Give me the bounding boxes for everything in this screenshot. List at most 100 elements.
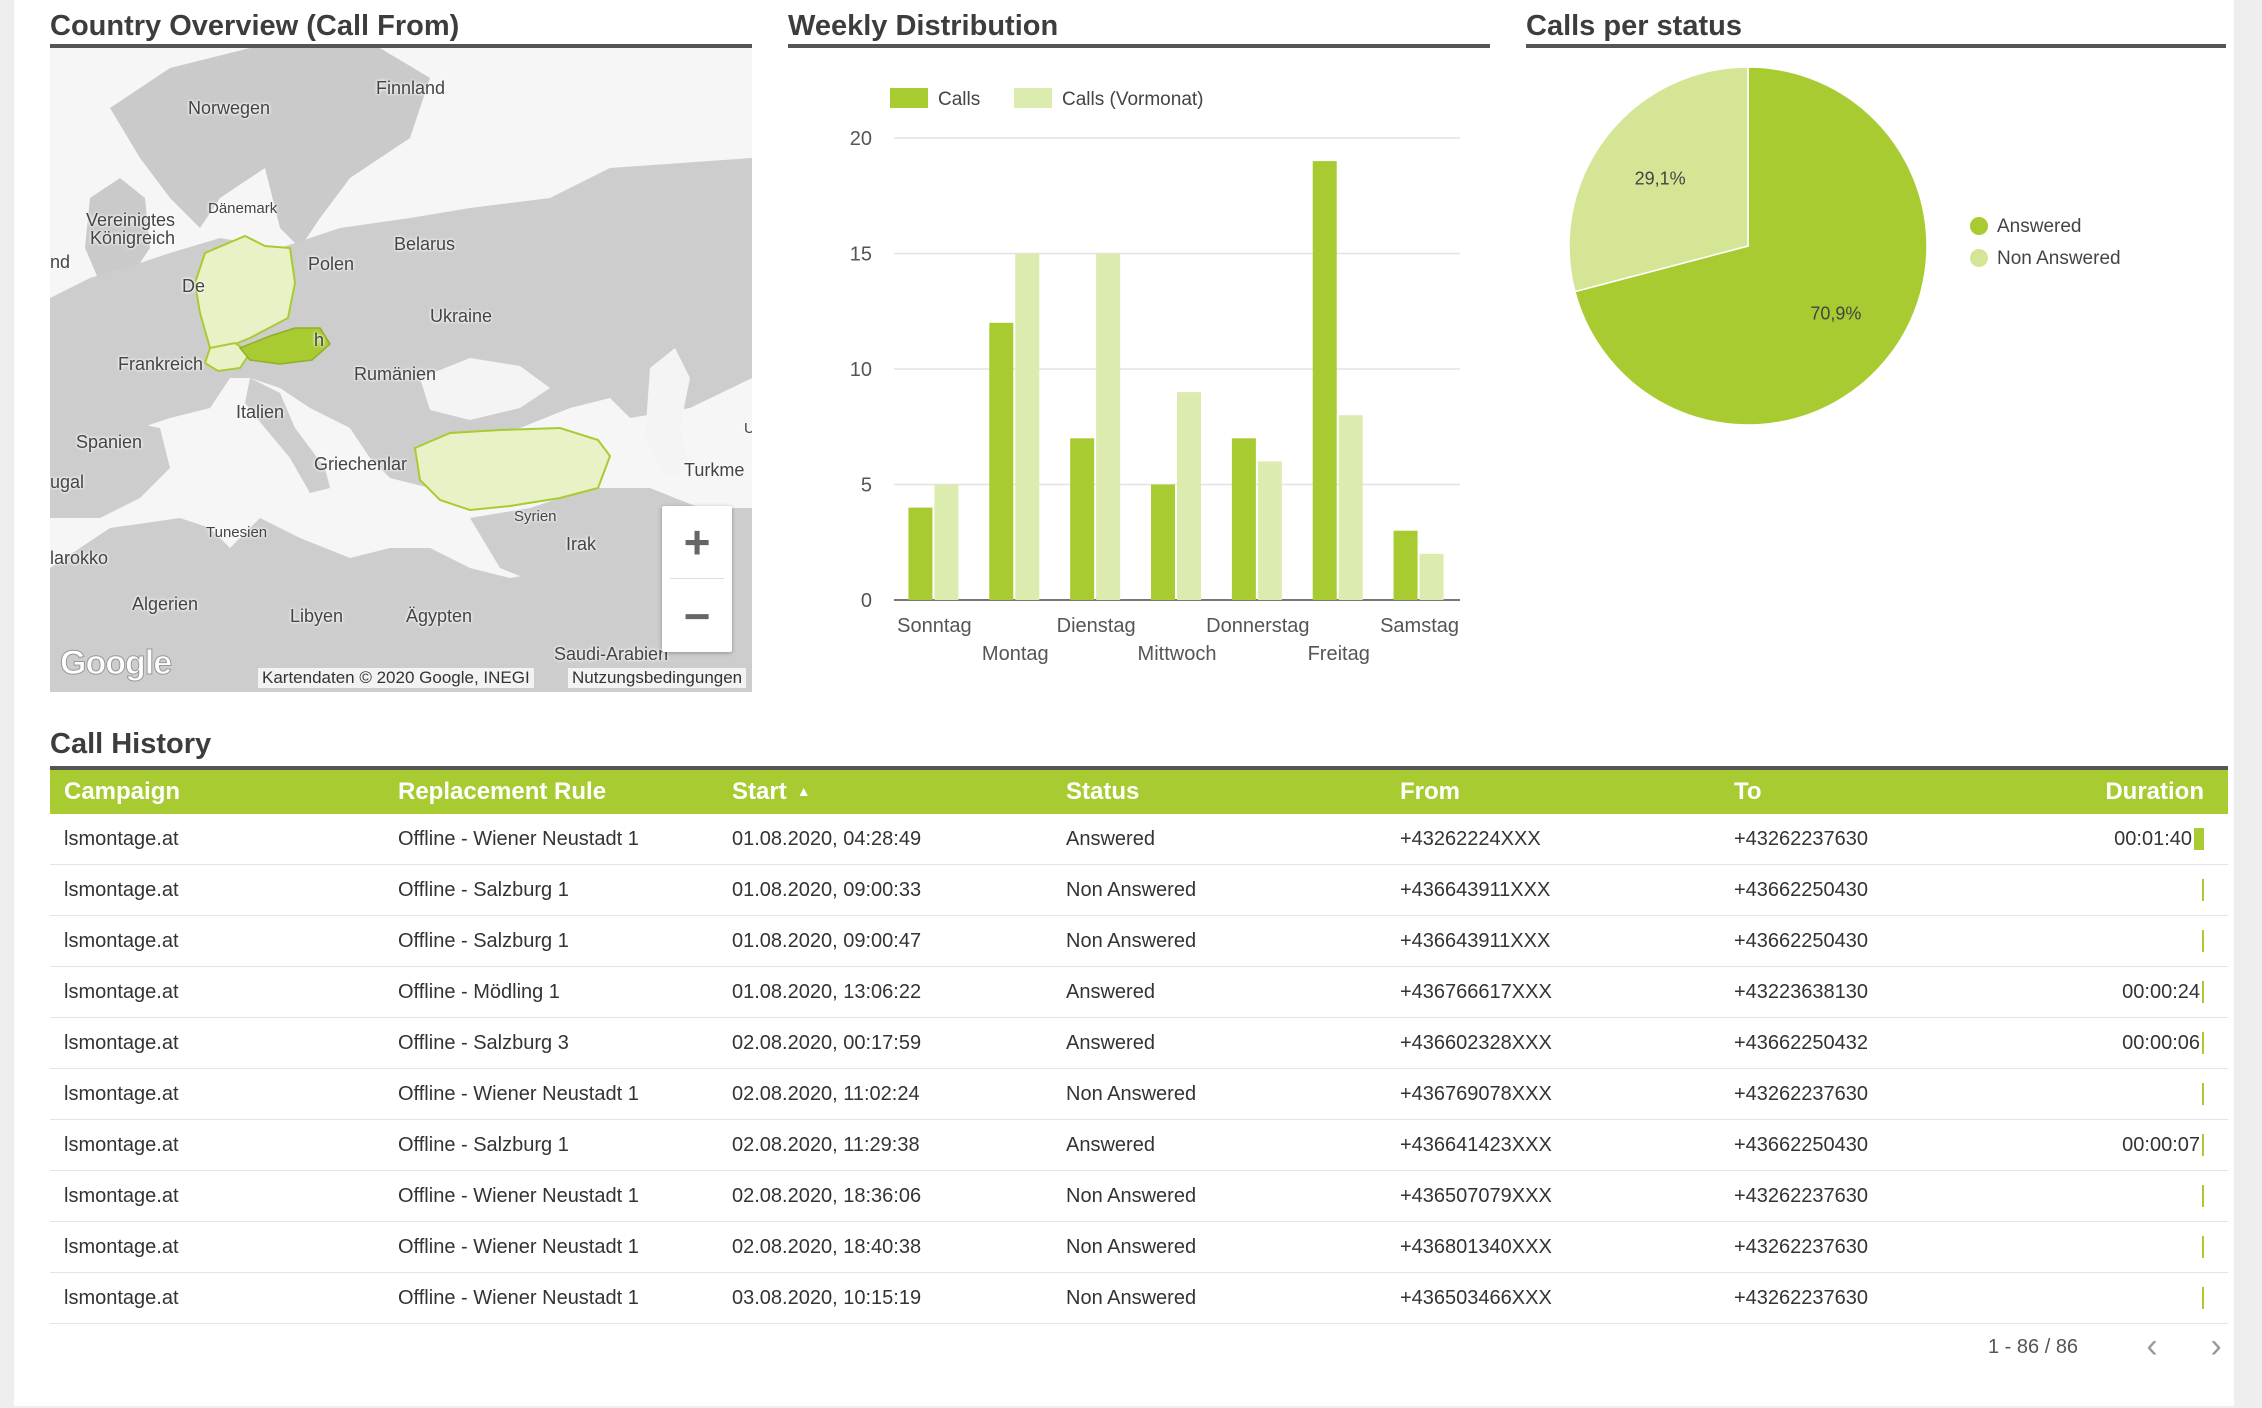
prev-page-icon[interactable]: ‹ <box>2146 1326 2158 1365</box>
pie-slice-non-answered[interactable] <box>1568 66 1749 293</box>
cell-campaign: lsmontage.at <box>50 864 384 916</box>
table-row[interactable]: lsmontage.at Offline - Salzburg 1 01.08.20… <box>50 915 2228 967</box>
cell-status: Answered <box>1052 814 1386 865</box>
pie-slice-label: 70,9% <box>1810 304 1861 324</box>
zoom-in-button[interactable]: + <box>683 516 711 568</box>
duration-bar <box>2202 1133 2204 1156</box>
bar-calls <box>1151 484 1175 600</box>
bar-calls <box>1231 438 1256 600</box>
header-to[interactable]: To <box>1720 770 2054 814</box>
y-tick-label: 0 <box>861 590 872 612</box>
legend-swatch <box>1014 88 1052 108</box>
zoom-out-button[interactable]: − <box>683 590 711 642</box>
next-page-icon[interactable]: › <box>2210 1326 2222 1365</box>
cell-duration: 00:00:24 <box>2054 966 2228 1018</box>
table-row[interactable]: lsmontage.at Offline - Salzburg 1 02.08.20… <box>50 1119 2228 1171</box>
table-row[interactable]: lsmontage.at Offline - Salzburg 1 01.08.20… <box>50 864 2228 916</box>
header-duration[interactable]: Duration <box>2054 770 2228 814</box>
cell-duration: 00:00:07 <box>2054 1119 2228 1171</box>
map-label-u: U <box>744 420 752 437</box>
duration-bar <box>2202 1235 2204 1258</box>
cell-rule: Offline - Salzburg 1 <box>384 1119 718 1171</box>
germany-highlight <box>193 234 297 349</box>
map-terms-link[interactable]: Nutzungsbedingungen <box>568 668 747 688</box>
x-tick-label: Samstag <box>1380 615 1459 637</box>
legend-dot-answered <box>1970 217 1988 235</box>
duration-bar <box>2202 929 2204 952</box>
duration-bar <box>2194 827 2204 850</box>
map-label-ukraine: Ukraine <box>430 306 493 326</box>
map-section-title: Country Overview (Call From) <box>50 10 460 42</box>
map-label-tunesien: Tunesien <box>206 524 268 541</box>
duration-bar <box>2202 878 2204 901</box>
cell-rule: Offline - Wiener Neustadt 1 <box>384 1170 718 1222</box>
cell-duration <box>2054 1221 2228 1273</box>
header-start[interactable]: Start ▲ <box>718 770 1052 814</box>
italy-land <box>245 378 330 493</box>
x-tick-label: Montag <box>982 643 1049 665</box>
map-label-ugal: ugal <box>50 472 85 492</box>
legend-label-answered: Answered <box>1997 216 2082 237</box>
austria-highlight <box>238 327 331 365</box>
map-label-polen: Polen <box>308 254 355 274</box>
map-attribution: Kartendaten © 2020 Google, INEGI <box>258 668 534 688</box>
cell-status: Non Answered <box>1052 1221 1386 1273</box>
map-label-spanien: Spanien <box>76 432 143 452</box>
table-header-row: Campaign Replacement Rule Start ▲ Status … <box>50 770 2228 814</box>
y-tick-label: 20 <box>850 128 872 150</box>
bar-calls-vormonat <box>1257 461 1282 600</box>
duration-bar <box>2202 1286 2204 1309</box>
country-map[interactable]: Finnland Norwegen Vereinigtes Königreich… <box>50 48 752 692</box>
sort-ascending-icon: ▲ <box>796 783 811 799</box>
x-tick-label: Mittwoch <box>1138 643 1217 665</box>
bar-calls <box>1312 161 1337 600</box>
header-campaign[interactable]: Campaign <box>50 770 384 814</box>
header-from[interactable]: From <box>1386 770 1720 814</box>
table-row[interactable]: lsmontage.at Offline - Mödling 1 01.08.202… <box>50 966 2228 1018</box>
bar-title-rule <box>788 44 1490 48</box>
pie-title-rule <box>1526 44 2226 48</box>
header-status[interactable]: Status <box>1052 770 1386 814</box>
scandinavia-land <box>110 48 430 248</box>
cell-campaign: lsmontage.at <box>50 1068 384 1120</box>
cell-status: Answered <box>1052 1119 1386 1171</box>
cell-start: 02.08.2020, 18:40:38 <box>718 1221 1052 1273</box>
cell-rule: Offline - Wiener Neustadt 1 <box>384 814 718 865</box>
pie-slice-answered[interactable] <box>1573 66 1928 426</box>
map-label-frankreich: Frankreich <box>118 354 204 374</box>
cell-rule: Offline - Salzburg 3 <box>384 1017 718 1069</box>
cell-from: +436643911XXX <box>1386 864 1720 916</box>
map-label-daenemark: Dänemark <box>208 200 278 217</box>
map-label-nd: nd <box>50 252 71 272</box>
bar-calls-vormonat <box>1338 415 1363 600</box>
map-label-koenigreich: Königreich <box>90 228 176 248</box>
legend-dot-non-answered <box>1970 249 1988 267</box>
x-tick-label: Donnerstag <box>1206 615 1309 637</box>
header-replacement-rule[interactable]: Replacement Rule <box>384 770 718 814</box>
duration-text: 00:00:07 <box>2122 1133 2200 1156</box>
cell-campaign: lsmontage.at <box>50 1221 384 1273</box>
cell-duration <box>2054 1272 2228 1324</box>
google-logo[interactable]: Google <box>59 644 172 683</box>
map-label-h: h <box>314 330 325 350</box>
uk-land <box>85 178 150 283</box>
pie-legend-answered[interactable]: Answered <box>1970 216 2082 238</box>
y-tick-label: 10 <box>850 359 872 381</box>
cell-rule: Offline - Wiener Neustadt 1 <box>384 1221 718 1273</box>
cell-start: 01.08.2020, 09:00:47 <box>718 915 1052 967</box>
map-label-de: De <box>182 276 206 296</box>
calls-per-status-chart: 70,9% 29,1% Answered Non Answered <box>1538 48 2238 448</box>
cell-to: +43262237630 <box>1720 1221 2054 1273</box>
cell-status: Non Answered <box>1052 1272 1386 1324</box>
cell-from: +436503466XXX <box>1386 1272 1720 1324</box>
cell-status: Non Answered <box>1052 864 1386 916</box>
table-row[interactable]: lsmontage.at Offline - Salzburg 3 02.08.20… <box>50 1017 2228 1069</box>
pie-legend-non-answered[interactable]: Non Answered <box>1970 248 2121 270</box>
cell-duration <box>2054 864 2228 916</box>
map-zoom-control: + − <box>662 506 732 652</box>
